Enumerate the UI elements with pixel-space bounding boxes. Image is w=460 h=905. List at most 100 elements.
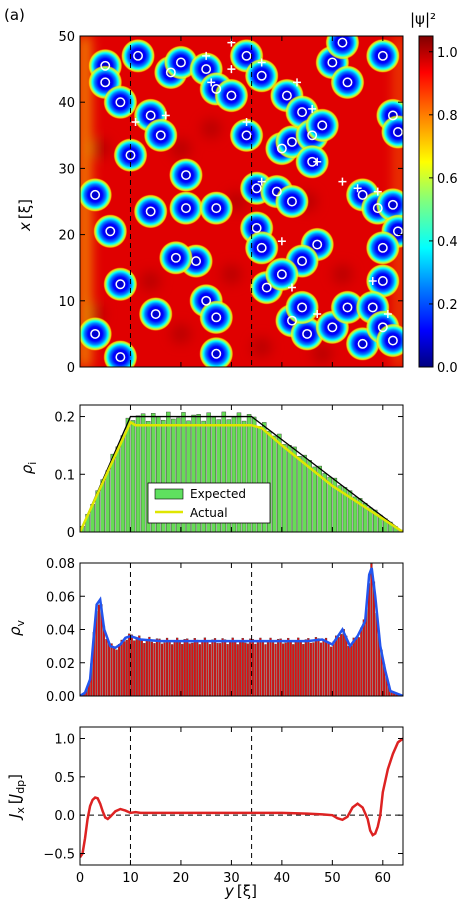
vortex-marker-circle: [357, 189, 368, 200]
rho-v-panel: 0.00 0.02 0.04 0.06 0.08 ρv: [6, 557, 404, 705]
vortex-core: [199, 336, 234, 367]
vortex-marker-circle: [226, 90, 237, 101]
rho-v-bar: [155, 638, 159, 696]
rho-v-bar: [115, 649, 118, 696]
rho-i-bar: [181, 412, 186, 532]
vortex-marker-circle: [251, 183, 262, 194]
panel-label: (a): [4, 6, 25, 24]
rho-i-bar: [292, 446, 297, 532]
current-xlabel: y [ξ]: [224, 882, 257, 900]
vortex-marker-circle: [377, 322, 388, 333]
rho-v-bar: [133, 640, 136, 696]
rho-v-bar: [314, 637, 318, 696]
vortex-marker-circle: [115, 352, 126, 363]
heatmap-ylabel-var: x: [16, 222, 34, 232]
vortex-marker-circle: [241, 50, 252, 61]
heatmap-dark-region: [140, 270, 161, 291]
current-x-tick-label: 40: [274, 871, 291, 886]
vortex-core: [80, 177, 113, 212]
rho-v-bar: [150, 641, 154, 696]
rho-i-panel: 0 0.1 0.2 ρi Expected Actual: [18, 404, 404, 541]
antivortex-marker-plus: [308, 104, 317, 113]
rho-i-y-ticks: 0 0.1 0.2: [54, 411, 403, 541]
rho-v-bar: [135, 639, 138, 696]
legend-actual-label: Actual: [190, 506, 228, 520]
vortex-marker-circle: [181, 203, 191, 214]
vortex-marker-circle: [256, 70, 267, 81]
rho-v-y-tick-label: 0.08: [46, 557, 75, 572]
rho-i-bar: [302, 454, 307, 532]
vortex-core: [325, 36, 360, 60]
vortex-marker-circle: [357, 338, 368, 349]
rho-v-y-tick-label: 0.02: [46, 657, 75, 672]
vortex-core: [103, 85, 138, 120]
rho-v-bar: [203, 637, 207, 696]
vortex-core: [168, 158, 203, 193]
vortex-marker-circle: [251, 223, 262, 233]
colorbar-tick-label: 0.6: [437, 172, 458, 187]
rho-v-bar: [297, 637, 300, 696]
vortex-marker-circle: [211, 348, 222, 359]
rho-v-bar: [302, 644, 305, 696]
heatmap-y-tick-label: 10: [58, 295, 75, 310]
vortex-marker-circle: [387, 110, 398, 121]
vortex-core: [93, 214, 128, 249]
heatmap-y-tick-label: 50: [58, 30, 75, 45]
current-x-tick-label: 20: [173, 871, 190, 886]
rho-v-bar: [186, 638, 189, 696]
vortex-marker-circle: [201, 295, 212, 306]
rho-v-bar: [241, 637, 244, 696]
vortex-marker-circle: [100, 77, 111, 88]
vortex-marker-circle: [261, 282, 272, 293]
rho-v-bar: [345, 635, 348, 696]
antivortex-marker-plus: [373, 187, 382, 196]
vortex-marker-circle: [302, 328, 313, 339]
rho-v-bar: [216, 643, 219, 696]
rho-v-bar: [347, 646, 350, 696]
rho-v-bar: [191, 642, 194, 696]
heatmap-dark-region: [170, 323, 191, 344]
rho-i-y-tick-label: 0.1: [54, 468, 75, 483]
rho-v-bar: [337, 637, 340, 696]
current-y-tick-label: 0.0: [54, 809, 75, 824]
rho-i-bar: [171, 418, 176, 532]
rho-i-bar: [125, 417, 131, 532]
current-ylabel: Jx[Jdp]: [6, 774, 27, 821]
rho-v-bar: [102, 625, 106, 696]
current-x-tick-label: 50: [324, 871, 341, 886]
vortex-core: [365, 230, 400, 265]
colorbar-tick-label: 0.4: [437, 235, 458, 250]
rho-v-bar: [307, 638, 310, 696]
vortex-marker-circle: [287, 136, 297, 147]
vortex-marker-circle: [241, 130, 252, 141]
rho-v-bar: [196, 639, 199, 696]
rho-v-bar: [143, 642, 146, 696]
rho-v-bar: [145, 639, 148, 696]
vortex-marker-circle: [115, 279, 126, 290]
rho-v-bars: [80, 563, 403, 696]
rho-v-bar: [261, 640, 265, 696]
vortex-marker-circle: [201, 64, 212, 75]
rho-v-bar: [211, 639, 214, 696]
current-xlabel-var: y: [224, 882, 235, 900]
rho-v-bar: [324, 637, 328, 696]
rho-v-y-tick-label: 0.00: [46, 690, 75, 705]
rho-v-y-tick-label: 0.04: [46, 624, 75, 639]
vortex-marker-circle: [150, 309, 161, 319]
rho-v-y-tick-label: 0.06: [46, 590, 75, 605]
vortex-core: [168, 191, 203, 226]
rho-v-bar: [284, 642, 287, 696]
rho-v-bar: [193, 638, 196, 696]
vortex-marker-circle: [377, 50, 388, 61]
current-ylabel-unit-sub: dp: [14, 780, 27, 794]
rho-v-bar: [264, 644, 267, 696]
colorbar-tick-label: 1.0: [437, 46, 458, 61]
heatmap-y-tick-label: 0: [67, 361, 75, 376]
vortex-marker-circle: [372, 203, 383, 214]
rho-i-bar: [226, 419, 232, 532]
current-ylabel-bracket-close: ]: [6, 774, 24, 780]
current-line: [80, 737, 403, 859]
rho-v-bar: [287, 637, 290, 696]
vortex-core: [365, 38, 400, 73]
vortex-marker-circle: [145, 206, 156, 217]
